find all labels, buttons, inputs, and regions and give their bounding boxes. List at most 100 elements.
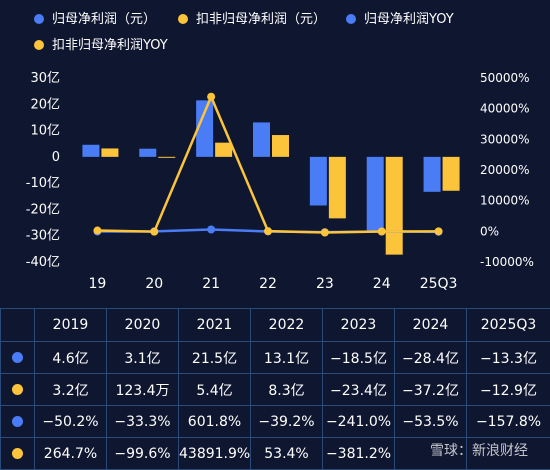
table-cell [394,437,467,470]
table-cell: −381.2% [322,437,395,470]
bar [196,100,214,157]
right-axis-tick-label: 20000% [480,163,530,177]
table-header-cell: 2022 [250,308,323,342]
table-header-cell: 2025Q3 [466,308,550,342]
left-axis-tick-label: 10亿 [30,124,60,139]
line-point [377,227,386,236]
left-axis-tick-label: 0 [52,150,60,165]
table-cell [466,437,550,470]
bar [385,156,403,255]
x-axis-tick-label: 20 [145,276,163,292]
row-marker-dot [12,352,23,363]
legend-marker-2 [178,13,188,24]
legend-marker-3 [346,13,356,24]
table-cell: 43891.9% [178,437,251,470]
table-cell: −39.2% [250,405,323,438]
table-cell: 21.5亿 [178,341,251,374]
bar [442,156,460,191]
table-cell: 3.1亿 [106,341,179,374]
legend-item-1[interactable]: 归母净利润（元） [34,8,156,27]
left-axis-tick-label: -30亿 [26,229,60,244]
bar [272,135,289,157]
x-axis-tick-label: 25Q3 [420,276,458,292]
bar [158,156,176,158]
x-axis-tick-label: 21 [202,276,220,292]
line-point [93,226,102,235]
right-axis-tick-label: 50000% [480,71,530,85]
line-point [207,225,216,234]
legend-label-3: 归母净利润YOY [364,12,454,27]
chart-svg: 30亿 20亿 10亿 0 -10亿 -20亿 -30亿 -40亿 50000% 40000% 30… [26,71,534,292]
right-axis-tick-label: 0% [480,224,499,238]
legend-marker-1 [34,13,44,24]
bar [215,142,233,157]
x-axis-tick-label: 24 [373,276,391,292]
table-cell: −53.5% [394,405,467,438]
table-cell: 5.4亿 [178,373,251,406]
line-point [320,228,329,237]
legend-label-2: 扣非归母净利润（元） [196,12,327,27]
table-header-cell: 2021 [178,308,251,342]
table-cell: −50.2% [34,405,107,438]
table-cell: 53.4% [250,437,323,470]
table-cell: −13.3亿 [466,341,550,374]
row-marker-dot [12,448,23,459]
data-table: 2019 2020 2021 2022 2023 2024 2025Q3 4.6… [0,308,550,470]
row-marker-dot [12,384,23,395]
row-marker-dot [12,416,23,427]
table-cell: −241.0% [322,405,395,438]
table-cell: −18.5亿 [322,341,395,374]
table-cell: 123.4万 [106,373,179,406]
table-cell: −28.4亿 [394,341,467,374]
table-row: 3.2亿 123.4万 5.4亿 8.3亿 −23.4亿 −37.2亿 −12.… [0,373,550,406]
table-row: 264.7% −99.6% 43891.9% 53.4% −381.2% [0,437,550,470]
table-header-row: 2019 2020 2021 2022 2023 2024 2025Q3 [0,308,550,342]
legend-item-4[interactable]: 扣非归母净利润YOY [34,34,168,53]
legend-label-4: 扣非归母净利润YOY [52,38,168,53]
line-point [264,227,272,236]
table-header-cell [0,308,35,342]
left-axis-tick-label: 30亿 [30,71,60,86]
table-cell: −99.6% [106,437,179,470]
bar [366,156,384,232]
table-row: −50.2% −33.3% 601.8% −39.2% −241.0% −53.… [0,405,550,438]
bar [328,156,346,219]
left-axis-tick-label: -40亿 [26,255,60,270]
bar [82,144,100,157]
bar [139,148,157,157]
left-axis-tick-label: 20亿 [30,97,60,112]
row-marker-cell [0,437,35,470]
table-cell: −12.9亿 [466,373,550,406]
right-axis-tick-label: 30000% [480,132,530,146]
line-point [207,92,216,101]
line-point [150,227,159,236]
table-cell: 4.6亿 [34,341,107,374]
table-cell: 3.2亿 [34,373,107,406]
table-header-cell: 2023 [322,308,395,342]
bar [423,156,441,192]
legend-item-3[interactable]: 归母净利润YOY [346,8,454,27]
right-axis-tick-label: -10000% [480,255,534,269]
table-cell: 13.1亿 [250,341,323,374]
table-header-cell: 2020 [106,308,179,342]
x-axis-tick-label: 23 [316,276,334,292]
table-row: 4.6亿 3.1亿 21.5亿 13.1亿 −18.5亿 −28.4亿 −13.… [0,341,550,374]
row-marker-cell [0,405,35,438]
table-header-cell: 2024 [394,308,467,342]
table-cell: 8.3亿 [250,373,323,406]
row-marker-cell [0,341,35,374]
row-marker-cell [0,373,35,406]
bar [253,122,270,157]
table-header-cell: 2019 [34,308,107,342]
table-cell: −33.3% [106,405,179,438]
table-cell: −157.8% [466,405,550,438]
legend-marker-4 [34,39,44,50]
table-cell: 264.7% [34,437,107,470]
right-axis-tick-label: 10000% [480,194,530,208]
bar [101,148,119,157]
legend-label-1: 归母净利润（元） [52,12,157,27]
left-axis-tick-label: -20亿 [26,202,60,217]
line-point [434,227,443,236]
table-cell: −37.2亿 [394,373,467,406]
legend-item-2[interactable]: 扣非归母净利润（元） [178,8,326,27]
